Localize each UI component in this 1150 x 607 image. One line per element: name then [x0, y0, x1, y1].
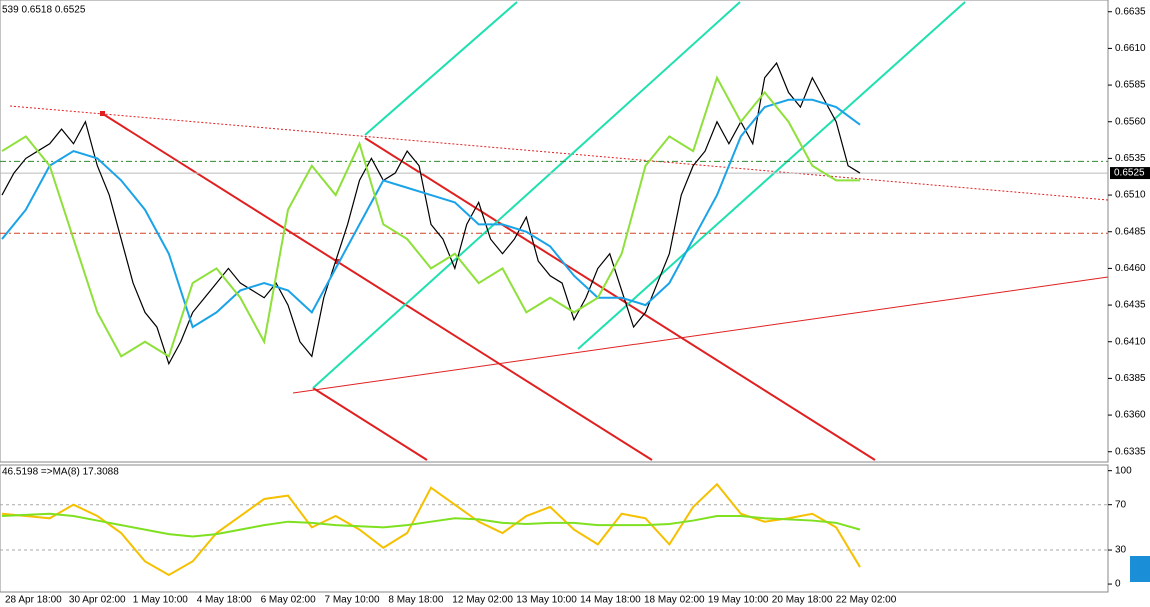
trend-line: [9, 105, 1109, 201]
x-tick-label: 19 May 10:00: [708, 595, 769, 606]
price-frame: [0, 0, 1109, 463]
x-tick-label: 22 May 02:00: [836, 595, 897, 606]
y-tick-label: 30: [1115, 545, 1127, 556]
x-tick-label: 1 May 10:00: [133, 595, 188, 606]
x-tick-label: 14 May 18:00: [580, 595, 641, 606]
anchor: [335, 259, 340, 264]
series-line: [1, 75, 860, 358]
oscillator-frame: [0, 464, 1109, 593]
y-tick-label: 0.6485: [1115, 226, 1146, 237]
x-tick-label: 8 May 18:00: [388, 595, 443, 606]
price-box: [1110, 167, 1150, 180]
channel-line: [312, 1, 741, 389]
y-tick-label: 0.6435: [1115, 300, 1146, 311]
x-tick-label: 20 May 18:00: [772, 595, 833, 606]
x-tick-label: 6 May 02:00: [261, 595, 316, 606]
osc-header: 46.5198 =>MA(8) 17.3088: [2, 467, 119, 478]
x-tick-label: 7 May 10:00: [325, 595, 380, 606]
x-tick-label: 28 Apr 18:00: [5, 595, 62, 606]
series-line: [1, 61, 861, 366]
y-tick-label: 0.6385: [1115, 373, 1146, 384]
y-tick-label: 0.6610: [1115, 43, 1146, 54]
channel-line: [364, 137, 876, 461]
logo: [1130, 556, 1150, 582]
x-tick-label: 12 May 02:00: [452, 595, 513, 606]
channel-line: [102, 113, 653, 461]
series-line: [1, 482, 861, 577]
channel-line: [364, 1, 518, 136]
y-tick-label: 70: [1115, 499, 1127, 510]
channel-line: [577, 1, 966, 350]
price-header: 539 0.6518 0.6525: [2, 5, 86, 16]
y-tick-label: 0.6410: [1115, 336, 1146, 347]
y-tick-label: 0: [1115, 579, 1121, 590]
y-tick-label: 0.6560: [1115, 116, 1146, 127]
series-line: [1, 512, 861, 538]
x-tick-label: 18 May 02:00: [644, 595, 705, 606]
y-tick-label: 0.6335: [1115, 446, 1146, 457]
y-tick-label: 0.6535: [1115, 153, 1146, 164]
y-tick-label: 0.6585: [1115, 80, 1146, 91]
price-label: 0.6525: [1114, 168, 1145, 179]
series-line: [1, 98, 861, 329]
y-tick-label: 0.6635: [1115, 6, 1146, 17]
x-tick-label: 13 May 10:00: [516, 595, 577, 606]
x-tick-label: 4 May 18:00: [197, 595, 252, 606]
y-tick-label: 0.6460: [1115, 263, 1146, 274]
channel-line: [312, 387, 428, 461]
drawing-objects: [9, 1, 1109, 461]
x-tick-label: 30 Apr 02:00: [69, 595, 126, 606]
y-tick-label: 0.6360: [1115, 410, 1146, 421]
trend-line: [292, 276, 1109, 394]
y-tick-label: 0.6510: [1115, 190, 1146, 201]
anchor: [100, 111, 105, 116]
y-tick-label: 100: [1115, 465, 1132, 476]
